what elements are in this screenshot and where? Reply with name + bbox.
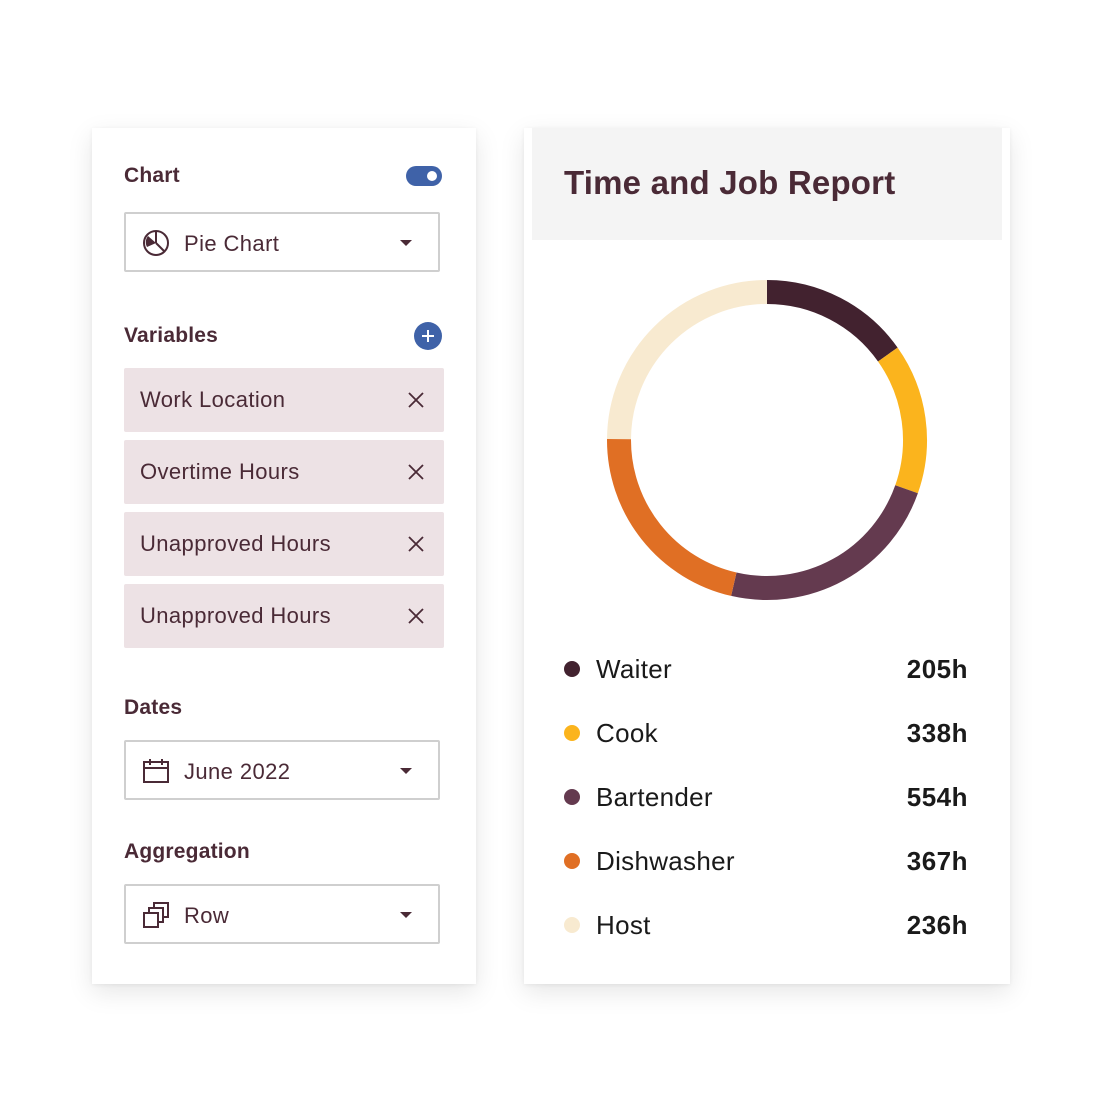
legend-item: Bartender 554h (524, 776, 1010, 816)
legend-item: Host 236h (524, 904, 1010, 944)
aggregation-select[interactable]: Row (124, 884, 440, 944)
report-title: Time and Job Report (564, 164, 896, 201)
donut-slice-waiter (766, 280, 898, 362)
add-variable-button[interactable] (414, 322, 442, 350)
date-select[interactable]: June 2022 (124, 740, 440, 800)
legend-swatch (564, 853, 580, 869)
chevron-down-icon (400, 240, 412, 246)
variable-chip: Unapproved Hours (124, 584, 444, 648)
legend-value: 554h (906, 782, 968, 812)
chart-toggle[interactable] (406, 166, 442, 186)
legend-item: Dishwasher 367h (524, 840, 1010, 880)
legend-item: Waiter 205h (524, 648, 1010, 688)
legend-swatch (564, 789, 580, 805)
donut-slice-dishwasher (607, 438, 737, 596)
chart-type-select[interactable]: Pie Chart (124, 212, 440, 272)
variables-section-label: Variables (124, 324, 219, 347)
donut-slice-host (607, 280, 768, 440)
legend-value: 367h (906, 846, 968, 876)
report-panel: Time and Job Report Waiter 205h Cook 338… (524, 128, 1010, 984)
legend-label: Bartender (596, 782, 713, 812)
legend-value: 236h (906, 910, 968, 940)
legend-swatch (564, 725, 580, 741)
report-header: Time and Job Report (532, 128, 1002, 240)
legend-value: 338h (906, 718, 968, 748)
chart-settings-panel: Chart Pie Chart Variables Work Location … (92, 128, 476, 984)
chart-type-value: Pie Chart (184, 231, 280, 256)
legend-value: 205h (906, 654, 968, 684)
variable-chip: Work Location (124, 368, 444, 432)
donut-chart (607, 280, 927, 600)
aggregation-section-label: Aggregation (124, 840, 250, 863)
legend-swatch (564, 917, 580, 933)
variable-chip: Unapproved Hours (124, 512, 444, 576)
close-icon[interactable] (406, 534, 426, 554)
dates-section-label: Dates (124, 696, 183, 719)
legend-label: Dishwasher (596, 846, 735, 876)
close-icon[interactable] (406, 462, 426, 482)
calendar-icon (143, 759, 169, 783)
variable-chip-label: Overtime Hours (140, 459, 300, 484)
legend-label: Host (596, 910, 651, 940)
legend-label: Waiter (596, 654, 672, 684)
close-icon[interactable] (406, 606, 426, 626)
close-icon[interactable] (406, 390, 426, 410)
donut-slice-cook (877, 347, 927, 494)
variable-chip-label: Unapproved Hours (140, 603, 332, 628)
toggle-knob (427, 171, 437, 181)
date-value: June 2022 (184, 759, 291, 784)
legend-label: Cook (596, 718, 658, 748)
legend-item: Cook 338h (524, 712, 1010, 752)
pie-chart-icon (143, 230, 169, 256)
variable-chip-label: Unapproved Hours (140, 531, 332, 556)
legend-swatch (564, 661, 580, 677)
variable-chip: Overtime Hours (124, 440, 444, 504)
chart-section-label: Chart (124, 164, 180, 187)
donut-slice-bartender (731, 485, 918, 600)
chevron-down-icon (400, 912, 412, 918)
aggregation-value: Row (184, 903, 230, 928)
stacked-pages-icon (143, 902, 169, 928)
variable-chip-label: Work Location (140, 387, 286, 412)
chevron-down-icon (400, 768, 412, 774)
